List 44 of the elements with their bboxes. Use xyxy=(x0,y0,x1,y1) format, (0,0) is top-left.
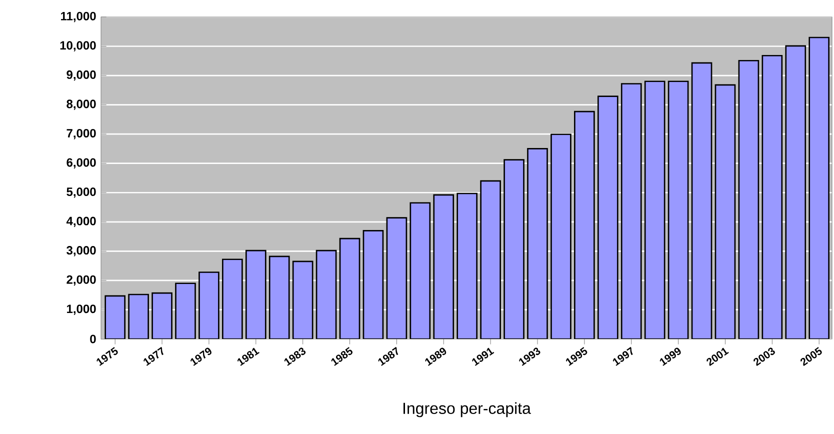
bar xyxy=(270,256,290,339)
bar xyxy=(645,81,665,339)
bar xyxy=(199,272,219,339)
y-tick-label: 10,000 xyxy=(60,41,96,52)
bar xyxy=(622,84,642,339)
x-axis-title: Ingreso per-capita xyxy=(404,402,531,418)
bar xyxy=(176,283,196,339)
bar xyxy=(457,194,477,339)
y-tick-label: 4,000 xyxy=(66,216,96,228)
bar xyxy=(480,180,500,339)
bar xyxy=(340,238,360,339)
y-tick-label: 0 xyxy=(90,334,96,344)
y-tick-label: 3,000 xyxy=(66,246,96,256)
bar xyxy=(574,112,594,339)
y-tick-label: 8,000 xyxy=(66,100,96,110)
bar xyxy=(668,81,688,339)
bar xyxy=(692,62,712,339)
y-tick-label: 2,000 xyxy=(66,275,96,286)
bar xyxy=(128,294,148,339)
bar xyxy=(222,259,242,339)
bar xyxy=(551,134,571,339)
bar xyxy=(363,230,383,339)
bar xyxy=(152,293,172,339)
y-tick-label: 1,000 xyxy=(67,304,96,315)
bar xyxy=(386,218,406,339)
y-tick-label: 5,000 xyxy=(66,188,96,198)
bar xyxy=(738,60,758,339)
bar xyxy=(528,148,548,339)
bar xyxy=(598,96,618,339)
bar xyxy=(246,250,266,339)
bar xyxy=(504,160,524,339)
bar xyxy=(410,202,430,339)
bar xyxy=(715,84,735,339)
y-tick-label: 11,000 xyxy=(61,12,96,22)
y-tick-label: 9,000 xyxy=(66,70,96,81)
bar xyxy=(762,56,782,339)
y-tick-label: 6,000 xyxy=(66,158,96,168)
bar xyxy=(316,250,336,339)
bar xyxy=(434,194,454,339)
bar xyxy=(293,261,313,339)
bar xyxy=(808,36,830,339)
bar xyxy=(105,296,125,339)
bar xyxy=(786,46,806,339)
y-tick-label: 7,000 xyxy=(66,128,96,140)
